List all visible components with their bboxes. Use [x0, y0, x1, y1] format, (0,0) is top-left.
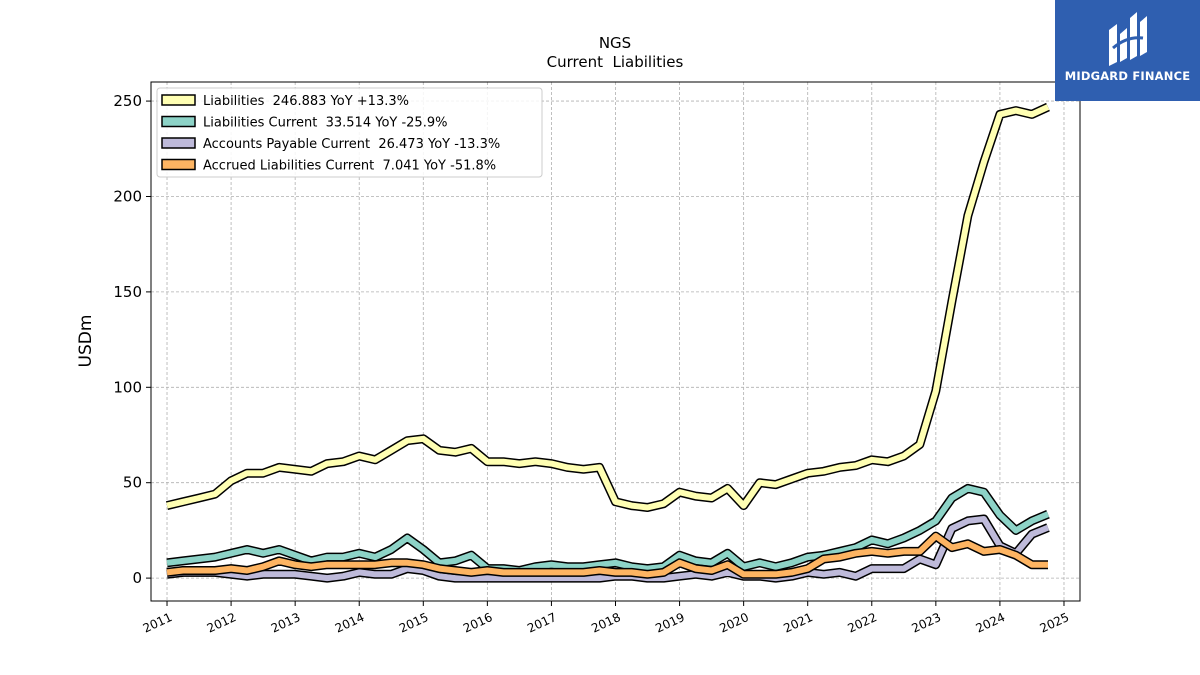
series-3	[166, 531, 1048, 579]
x-tick-label: 2016	[461, 610, 495, 636]
x-tick-label: 2022	[845, 610, 879, 636]
y-axis: 0 50 100 150 200 250	[113, 92, 151, 587]
series-1	[166, 483, 1050, 575]
x-tick-label: 2023	[910, 610, 944, 636]
y-tick-label: 250	[113, 92, 142, 110]
series-line	[166, 516, 1050, 582]
legend-item: Accrued Liabilities Current 7.041 YoY -5…	[161, 158, 496, 174]
legend-item: Accounts Payable Current 26.473 YoY -13.…	[161, 137, 500, 152]
series-0	[165, 102, 1050, 512]
x-tick-label: 2019	[653, 610, 687, 636]
logo-mark-icon	[1109, 12, 1147, 66]
y-tick-label: 150	[113, 283, 142, 301]
legend-box	[156, 87, 543, 178]
series-line	[166, 485, 1050, 574]
x-axis: 2011 2012 2013 2014 2015 2016 2017 2018 2019 2020…	[141, 601, 1072, 636]
x-tick-label: 2011	[141, 610, 175, 636]
legend-label: Liabilities 246.883 YoY +13.3%	[203, 94, 409, 109]
x-tick-label: 2020	[717, 610, 751, 636]
x-tick-label: 2024	[974, 610, 1008, 636]
series-lines	[165, 102, 1050, 583]
series-line	[166, 104, 1050, 511]
y-tick-label: 100	[113, 378, 142, 396]
series-line	[166, 533, 1048, 578]
x-tick-label: 2018	[589, 610, 623, 636]
x-tick-label: 2014	[333, 610, 367, 636]
legend-item: Liabilities 246.883 YoY +13.3%	[161, 94, 409, 109]
x-tick-label: 2017	[525, 610, 559, 636]
legend-swatch	[161, 94, 196, 106]
legend-label: Accrued Liabilities Current 7.041 YoY -5…	[203, 159, 496, 174]
legend: Liabilities 246.883 YoY +13.3% Liabilitie…	[156, 87, 543, 178]
x-tick-label: 2025	[1038, 610, 1072, 636]
x-tick-label: 2021	[781, 610, 815, 636]
y-tick-label: 50	[123, 474, 142, 492]
legend-item: Liabilities Current 33.514 YoY -25.9%	[161, 115, 447, 131]
x-tick-label: 2012	[205, 610, 239, 636]
series-2	[166, 514, 1050, 583]
legend-swatch	[161, 137, 196, 149]
midgard-finance-logo: MIDGARD FINANCE	[1055, 0, 1200, 101]
legend-swatch	[161, 158, 196, 171]
y-tick-label: 200	[113, 187, 142, 205]
y-tick-label: 0	[132, 569, 142, 587]
brand-name: MIDGARD FINANCE	[1064, 69, 1191, 83]
y-axis-label: USDm	[76, 315, 96, 368]
legend-label: Accounts Payable Current 26.473 YoY -13.…	[203, 137, 500, 152]
chart-title: NGS	[599, 34, 631, 52]
chart-subtitle: Current Liabilities	[547, 53, 684, 71]
x-tick-label: 2013	[269, 610, 303, 636]
legend-label: Liabilities Current 33.514 YoY -25.9%	[203, 116, 447, 131]
legend-swatch	[161, 115, 196, 128]
x-tick-label: 2015	[397, 610, 431, 636]
